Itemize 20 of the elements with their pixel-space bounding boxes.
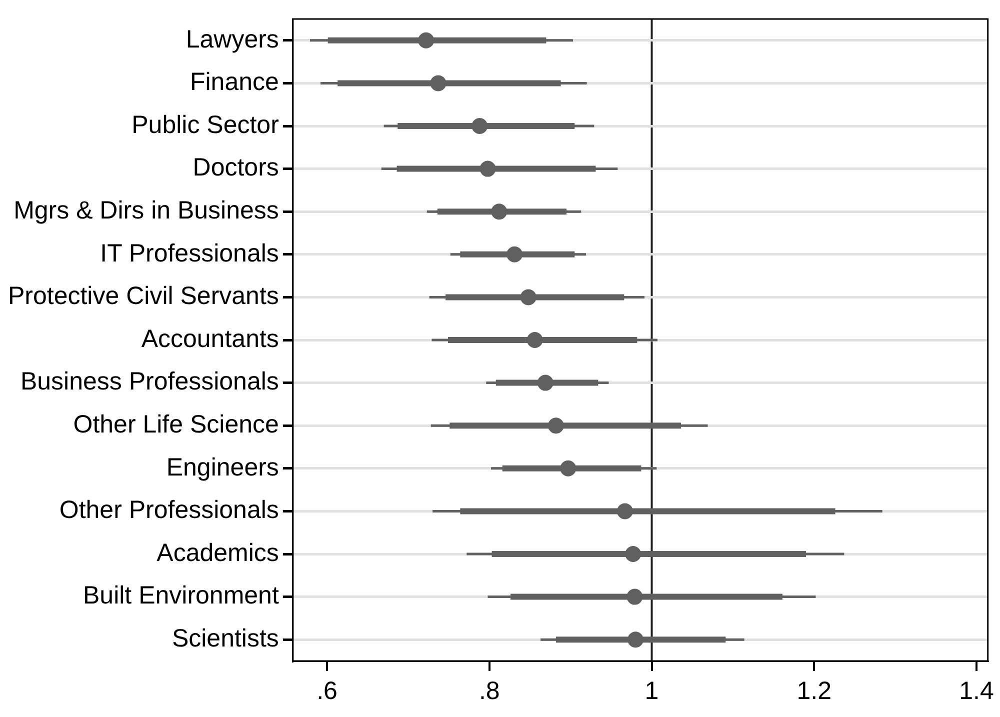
x-tick-label: 1 <box>644 676 659 705</box>
y-tick-label: Business Professionals <box>20 368 279 396</box>
y-tick-label: Engineers <box>166 453 279 482</box>
y-tick-label: Mgrs & Dirs in Business <box>14 196 279 224</box>
y-tick-label: Public Sector <box>132 110 279 139</box>
y-tick-label: Protective Civil Servants <box>8 282 279 310</box>
y-tick-label: Doctors <box>192 154 279 182</box>
y-tick-label: IT Professionals <box>100 239 279 268</box>
y-tick-label: Other Life Science <box>73 410 279 438</box>
y-tick-label: Lawyers <box>186 25 279 54</box>
x-tick-label: .8 <box>478 676 500 705</box>
y-tick-label: Academics <box>156 538 279 567</box>
x-tick-label: .6 <box>316 676 338 705</box>
y-tick-label: Accountants <box>141 324 279 353</box>
y-tick-label: Scientists <box>172 624 279 652</box>
x-tick-label: 1.2 <box>796 676 832 705</box>
y-tick-label: Other Professionals <box>59 496 279 524</box>
y-tick-label: Built Environment <box>82 582 279 610</box>
y-tick-label: Finance <box>190 68 279 96</box>
x-tick-label: 1.4 <box>959 676 994 705</box>
